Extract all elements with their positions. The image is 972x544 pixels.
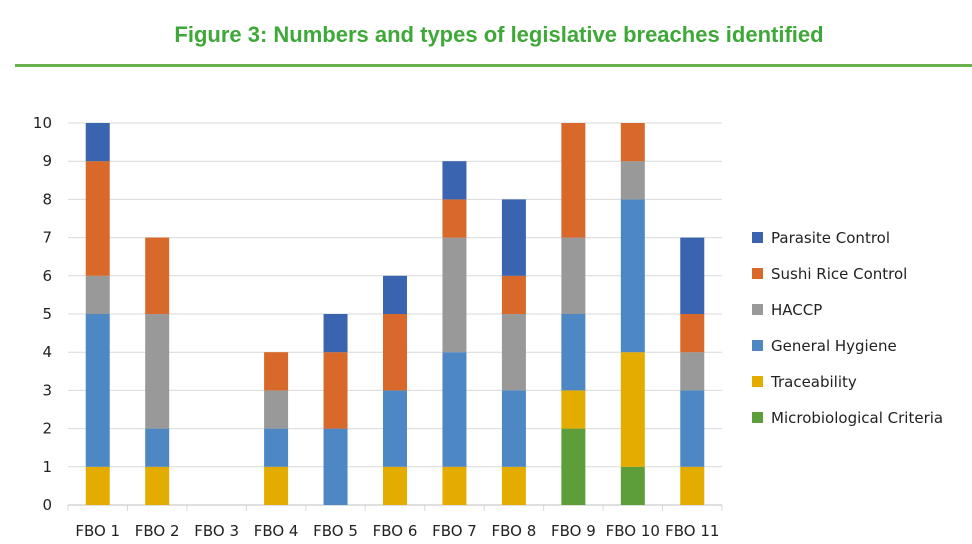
bar-fbo-9-microbiological-criteria <box>561 428 586 505</box>
gridlines <box>67 122 723 511</box>
bar-fbo-10-traceability <box>620 352 645 467</box>
bar-fbo-2-general-hygiene <box>145 428 170 467</box>
y-tick-label: 3 <box>42 381 52 399</box>
bars <box>85 123 705 505</box>
title-divider <box>15 64 972 67</box>
y-tick-label: 9 <box>42 152 52 170</box>
x-tick-label: FBO 6 <box>373 522 418 540</box>
bar-fbo-4-general-hygiene <box>264 428 289 467</box>
legend-swatch-traceability <box>752 376 763 387</box>
bar-fbo-10-microbiological-criteria <box>620 466 645 505</box>
bar-fbo-5-parasite-control <box>323 314 348 353</box>
bar-fbo-6-sushi-rice-control <box>383 314 407 391</box>
x-tick-label: FBO 2 <box>135 522 180 540</box>
bar-fbo-5-general-hygiene <box>323 428 348 505</box>
x-axis-labels: FBO 1 FBO 2 FBO 3 FBO 4 FBO 5 FBO 6 FBO 7 FBO 8… <box>75 522 719 540</box>
bar-fbo-5-sushi-rice-control <box>323 352 348 429</box>
bar-fbo-2-haccp <box>145 314 170 429</box>
bar-fbo-11-general-hygiene <box>680 390 705 467</box>
y-tick-label: 8 <box>42 190 52 208</box>
legend-swatch-microbiological-criteria <box>752 412 763 423</box>
bar-fbo-11-parasite-control <box>680 237 705 314</box>
x-tick-label: FBO 10 <box>606 522 660 540</box>
bar-fbo-8-general-hygiene <box>501 390 526 467</box>
bar-fbo-6-parasite-control <box>383 275 407 314</box>
bar-fbo-10-general-hygiene <box>620 199 645 353</box>
legend-label-parasite-control: Parasite Control <box>771 229 890 247</box>
y-axis-ticks: 0 1 2 3 4 5 6 7 8 9 10 <box>33 114 52 514</box>
legend-label-sushi-rice-control: Sushi Rice Control <box>771 265 907 283</box>
bar-fbo-2-sushi-rice-control <box>145 237 170 314</box>
bar-fbo-7-haccp <box>442 237 467 353</box>
bar-fbo-4-sushi-rice-control <box>264 352 289 391</box>
bar-fbo-7-traceability <box>442 466 467 505</box>
bar-fbo-10-haccp <box>620 161 645 200</box>
bar-fbo-9-haccp <box>561 237 586 314</box>
legend-swatch-haccp <box>752 304 763 315</box>
y-tick-label: 7 <box>42 229 52 247</box>
legend-label-haccp: HACCP <box>771 301 822 319</box>
y-tick-label: 1 <box>42 458 52 476</box>
legend-swatch-sushi-rice-control <box>752 268 763 279</box>
y-tick-label: 0 <box>42 496 52 514</box>
bar-fbo-1-sushi-rice-control <box>85 161 110 276</box>
bar-fbo-8-haccp <box>501 314 526 391</box>
bar-fbo-7-parasite-control <box>442 161 467 200</box>
y-tick-label: 5 <box>42 305 52 323</box>
bar-fbo-8-sushi-rice-control <box>501 275 526 314</box>
bar-fbo-1-haccp <box>85 275 110 314</box>
bar-fbo-7-sushi-rice-control <box>442 199 467 238</box>
x-tick-label: FBO 5 <box>313 522 358 540</box>
x-tick-label: FBO 7 <box>432 522 477 540</box>
legend-label-general-hygiene: General Hygiene <box>771 337 897 355</box>
legend-label-microbiological-criteria: Microbiological Criteria <box>771 409 943 427</box>
y-tick-label: 6 <box>42 267 52 285</box>
y-tick-label: 4 <box>42 343 52 361</box>
bar-fbo-11-haccp <box>680 352 705 391</box>
bar-fbo-9-sushi-rice-control <box>561 123 586 238</box>
bar-fbo-10-sushi-rice-control <box>620 123 645 162</box>
y-tick-label: 10 <box>33 114 52 132</box>
bar-fbo-4-traceability <box>264 466 289 505</box>
legend: Parasite Control Sushi Rice Control HACCP G… <box>752 229 943 427</box>
bar-fbo-1-parasite-control <box>85 123 110 162</box>
bar-fbo-11-sushi-rice-control <box>680 314 705 353</box>
bar-fbo-4-haccp <box>264 390 289 429</box>
bar-fbo-6-traceability <box>383 466 407 505</box>
x-tick-label: FBO 4 <box>254 522 299 540</box>
x-tick-label: FBO 11 <box>665 522 719 540</box>
legend-label-traceability: Traceability <box>770 373 857 391</box>
x-tick-label: FBO 3 <box>194 522 239 540</box>
bar-fbo-9-general-hygiene <box>561 314 586 391</box>
legend-swatch-parasite-control <box>752 232 763 243</box>
bar-fbo-1-traceability <box>85 466 110 505</box>
y-tick-label: 2 <box>42 420 52 438</box>
x-tick-label: FBO 8 <box>492 522 537 540</box>
bar-fbo-6-general-hygiene <box>383 390 407 467</box>
bar-fbo-1-general-hygiene <box>85 314 110 467</box>
figure-title: Figure 3: Numbers and types of legislati… <box>174 22 824 47</box>
legend-swatch-general-hygiene <box>752 340 763 351</box>
bar-fbo-8-parasite-control <box>501 199 526 276</box>
bar-fbo-2-traceability <box>145 466 170 505</box>
bar-fbo-9-traceability <box>561 390 586 429</box>
bar-fbo-8-traceability <box>501 466 526 505</box>
x-tick-label: FBO 9 <box>551 522 596 540</box>
bar-fbo-7-general-hygiene <box>442 352 467 467</box>
x-tick-label: FBO 1 <box>75 522 120 540</box>
bar-fbo-11-traceability <box>680 466 705 505</box>
